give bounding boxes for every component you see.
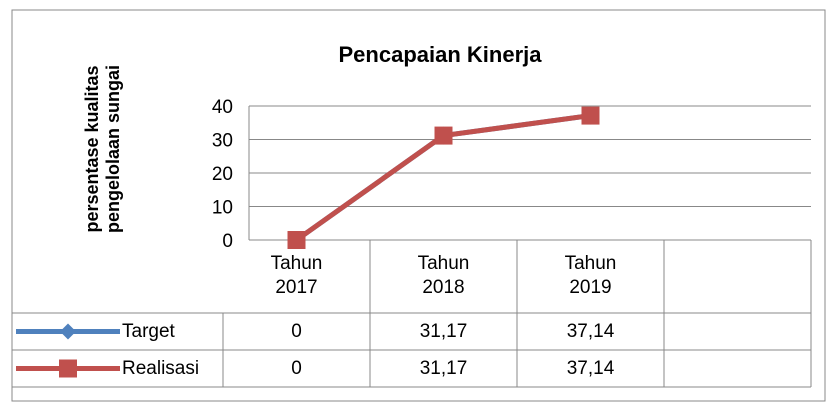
point	[434, 126, 453, 145]
x-tick-label: Tahun 2019	[564, 253, 617, 298]
point	[287, 231, 306, 249]
point	[581, 106, 600, 125]
legend-marker	[60, 323, 76, 340]
legend-marker	[59, 359, 77, 378]
table-value: 0	[291, 320, 302, 342]
table-value: 31,17	[419, 320, 468, 342]
y-tick-label: 40	[212, 97, 233, 118]
y-tick-label: 20	[212, 164, 233, 185]
table-value: 0	[291, 357, 302, 379]
x-tick-label: Tahun 2017	[270, 253, 323, 298]
x-tick-label: Tahun 2018	[417, 253, 470, 298]
legend-label: Target	[122, 320, 175, 342]
table-value: 31,17	[419, 357, 468, 379]
y-axis-label: persentase kualitas pengelolaan sungai	[82, 64, 123, 234]
y-tick-label: 30	[212, 131, 233, 152]
y-tick-label: 10	[212, 198, 233, 219]
legend-label: Realisasi	[122, 357, 200, 379]
chart-frame	[11, 9, 826, 402]
y-tick-label: 0	[222, 231, 233, 252]
table-value: 37,14	[566, 357, 615, 379]
chart-title: Pencapaian Kinerja	[339, 42, 543, 67]
table-value: 37,14	[566, 320, 615, 342]
